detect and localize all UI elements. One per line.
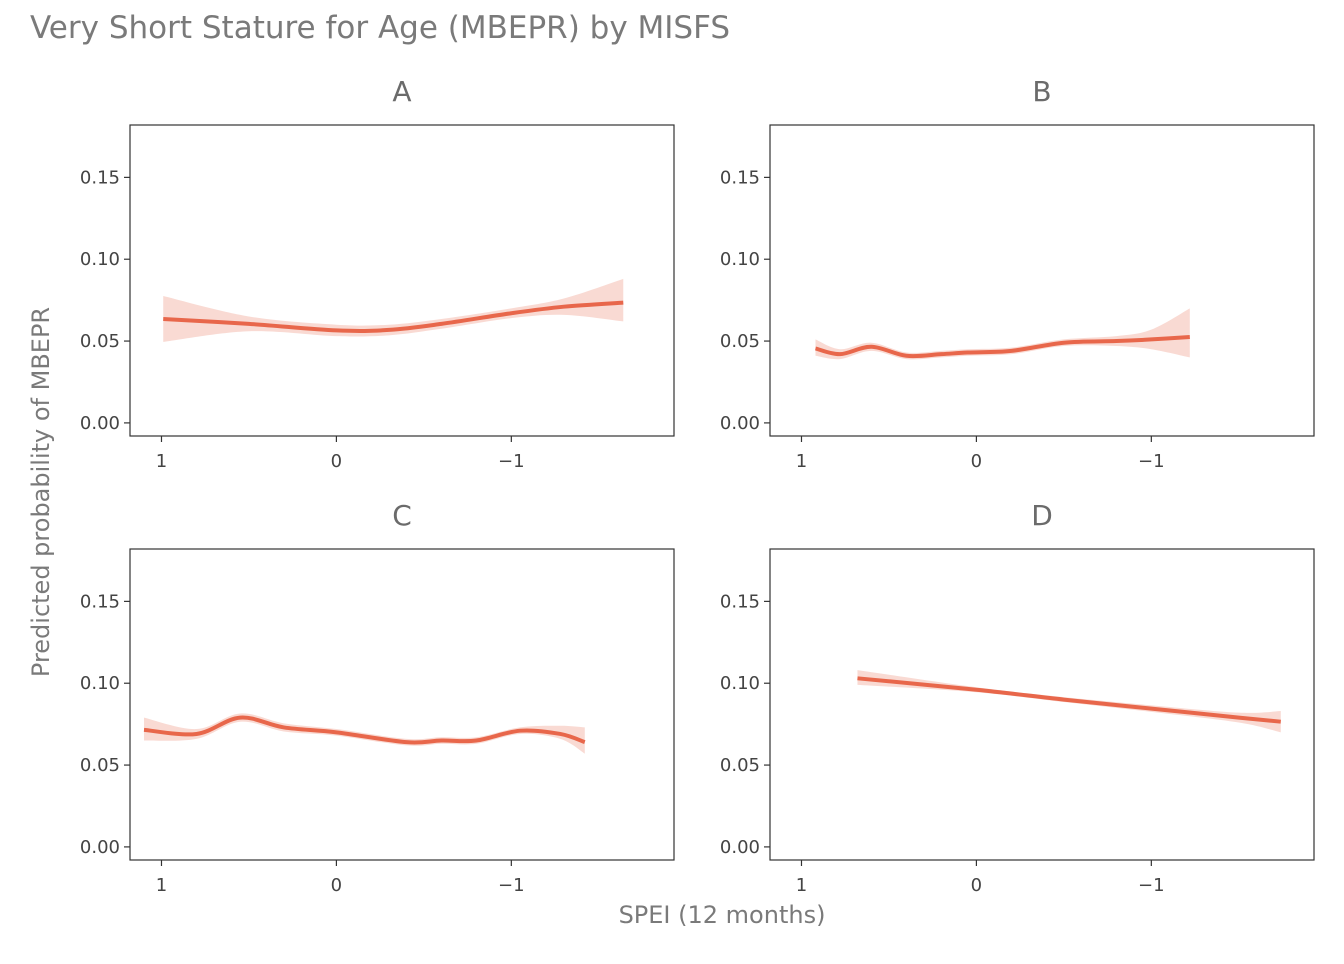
y-tick-label: 0.00 (720, 413, 760, 434)
series-line (857, 676, 1281, 724)
confidence-ribbon (163, 278, 624, 342)
y-tick-label: 0.15 (80, 591, 120, 612)
y-tick-label: 0.10 (80, 673, 120, 694)
x-tick-label: −1 (1138, 451, 1165, 472)
x-tick-label: 0 (331, 451, 342, 472)
panel-d: D 0.00 0.05 0.10 0.15 1 0 −1 (720, 499, 1315, 896)
y-tick-label: 0.05 (720, 755, 760, 776)
y-tick-label: 0.05 (80, 331, 120, 352)
chart-title: Very Short Stature for Age (MBEPR) by MI… (30, 10, 730, 46)
confidence-ribbon (143, 713, 585, 754)
y-tick-label: 0.15 (720, 167, 760, 188)
x-tick-label: 0 (971, 451, 982, 472)
y-tick-label: 0.15 (720, 591, 760, 612)
x-tick-label: 0 (971, 875, 982, 896)
y-tick-label: 0.00 (720, 837, 760, 858)
panel-label: D (1031, 499, 1053, 532)
panel-b: B 0.00 0.05 0.10 0.15 1 0 −1 (720, 75, 1315, 472)
panel-frame (769, 548, 1315, 861)
x-tick-label: −1 (1138, 875, 1165, 896)
y-tick-label: 0.10 (720, 673, 760, 694)
x-tick-label: 1 (796, 451, 807, 472)
y-tick-label: 0.10 (720, 249, 760, 270)
x-tick-label: 1 (796, 875, 807, 896)
panel-label: C (392, 499, 412, 532)
y-tick-label: 0.10 (80, 249, 120, 270)
x-tick-label: −1 (498, 451, 525, 472)
y-tick-label: 0.05 (80, 755, 120, 776)
series-line (814, 334, 1190, 359)
x-tick-label: 0 (331, 875, 342, 896)
panel-c: C 0.00 0.05 0.10 0.15 1 0 −1 (80, 499, 675, 896)
confidence-ribbon (815, 308, 1190, 360)
panel-frame (129, 124, 675, 437)
x-tick-label: −1 (498, 875, 525, 896)
y-tick-label: 0.00 (80, 837, 120, 858)
y-axis-title: Predicted probability of MBEPR (27, 307, 55, 677)
y-tick-label: 0.05 (720, 331, 760, 352)
series-line (163, 300, 624, 333)
x-axis-title: SPEI (12 months) (619, 901, 826, 929)
x-tick-label: 1 (156, 875, 167, 896)
y-tick-label: 0.00 (80, 413, 120, 434)
panel-a: A 0.00 0.05 0.10 0.15 1 0 −1 (80, 75, 675, 472)
panel-frame (769, 124, 1315, 437)
y-tick-label: 0.15 (80, 167, 120, 188)
series-line (143, 715, 586, 745)
panel-label: A (392, 75, 411, 108)
panel-label: B (1032, 75, 1051, 108)
panels-group: A 0.00 0.05 0.10 0.15 1 0 −1 B 0.00 0.05 0.10 0.15 1 0… (80, 75, 1315, 896)
x-tick-label: 1 (156, 451, 167, 472)
panel-frame (129, 548, 675, 861)
